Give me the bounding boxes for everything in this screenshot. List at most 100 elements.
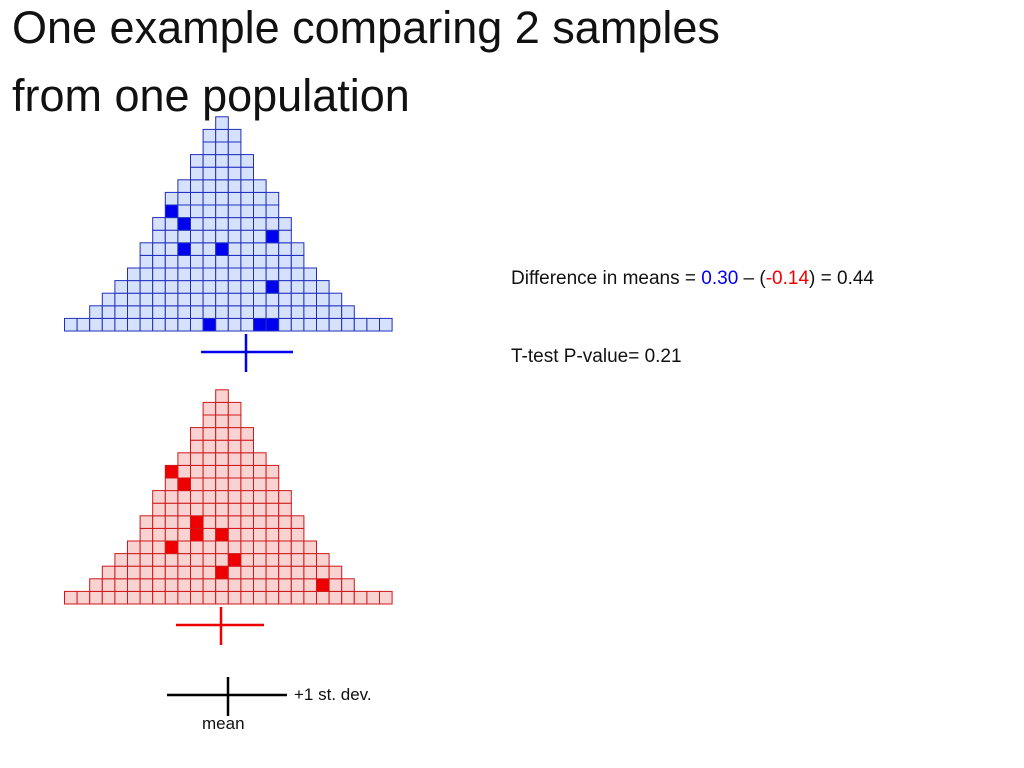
sample-a-population-cell [240,179,254,193]
sample-b-population-cell [240,427,254,441]
sample-a-population-cell [265,292,280,307]
sample-a-population-cell [101,305,116,319]
sample-a-population-cell [290,292,305,307]
sample-b-population-cell [227,490,242,504]
sample-b-population-cell [227,540,242,555]
sample-a-population-cell [316,280,330,294]
sample-a-population-cell [202,141,217,156]
sample-a-population-cell [278,292,292,307]
sample-b-population-cell [202,427,217,441]
sample-a-population-cell [253,267,267,282]
sample-b-population-cell [202,452,217,466]
sample-a-population-cell [240,204,254,219]
sample-a-population-cell [190,166,204,181]
sample-a-population-cell [202,154,217,168]
sample-b-population-cell [240,464,254,479]
sample-b-sample-cell [164,464,179,479]
sample-a-population-cell [202,280,217,294]
sample-a-population-cell [278,242,292,256]
sample-a-population-cell [190,305,204,319]
sample-b-mean-sd-marker [176,607,264,645]
sample-a-population-cell [139,280,154,294]
sample-b-sample-cell [215,527,229,542]
sample-b-population-cell [190,553,204,567]
sample-b-population-cell [240,578,254,592]
sample-a-population-cell [215,292,229,307]
sample-a-population-cell [253,217,267,231]
sample-a-population-cell [316,292,330,307]
sample-a-population-cell [240,242,254,256]
sample-b-population-cell [164,578,179,592]
sample-a-population-cell [139,254,154,269]
sample-a-population-cell [215,204,229,219]
sample-b-population-cell [278,565,292,580]
sample-b-population-cell [177,565,191,580]
sample-b-population-cell [202,565,217,580]
sample-a-population-cell [164,229,179,244]
sample-a-population-cell [202,191,217,206]
sample-a-population-cell [190,292,204,307]
sample-b-population-cell [190,502,204,517]
sample-a-population-cell [265,267,280,282]
sample-b-population-cell [164,553,179,567]
sample-b-population-cell [290,565,305,580]
sample-a-population-cell [240,191,254,206]
sample-a-sample-cell [265,317,280,332]
sample-a-population-cell [164,242,179,256]
sample-b-sample-cell [190,527,204,542]
sample-a-population-cell [215,317,229,332]
sample-b-population-cell [177,490,191,504]
sample-a-population-cell [89,317,103,332]
sample-b-population-cell [227,590,242,605]
sample-b-population-cell [202,401,217,416]
sample-b-population-cell [139,578,154,592]
sample-b-population-cell [253,515,267,529]
sample-b-population-cell [215,515,229,529]
sample-b-population-cell [253,565,267,580]
sample-b-population-cell [152,540,166,555]
sample-a-population-cell [253,292,267,307]
sample-b-population-cell [202,578,217,592]
legend-mean-sd-marker [167,677,287,716]
sample-a-population-cell [190,254,204,269]
sample-a-population-cell [152,280,166,294]
sample-a-population-cell [215,116,229,130]
sample-a-population-cell [177,267,191,282]
sample-a-population-cell [265,191,280,206]
sample-a-sample-cell [177,217,191,231]
sample-a-population-cell [265,254,280,269]
sample-b-population-cell [240,540,254,555]
sample-b-population-cell [278,553,292,567]
sample-b-population-cell [316,590,330,605]
sample-b-population-cell [265,553,280,567]
sample-b-population-cell [152,590,166,605]
sample-b-distribution [64,389,393,605]
sample-b-sample-cell [190,515,204,529]
sample-a-population-cell [278,217,292,231]
sample-b-population-cell [127,553,141,567]
sample-a-sample-cell [215,242,229,256]
diff-prefix: Difference in means = [511,268,702,289]
sample-b-population-cell [215,477,229,492]
sample-b-population-cell [303,553,317,567]
sample-a-population-cell [240,229,254,244]
sample-a-population-cell [215,305,229,319]
sample-a-population-cell [240,254,254,269]
sample-b-population-cell [278,490,292,504]
sample-b-population-cell [114,553,129,567]
sample-a-population-cell [202,128,217,143]
sample-a-population-cell [114,292,129,307]
sample-b-population-cell [240,502,254,517]
sample-b-population-cell [227,527,242,542]
sample-a-population-cell [190,267,204,282]
sample-b-population-cell [278,590,292,605]
sample-a-population-cell [202,242,217,256]
sample-b-population-cell [253,553,267,567]
sample-b-population-cell [202,414,217,429]
sample-a-population-cell [227,166,242,181]
sample-a-population-cell [253,191,267,206]
sample-a-population-cell [152,254,166,269]
sample-b-population-cell [227,401,242,416]
sample-b-population-cell [177,578,191,592]
sample-a-population-cell [164,267,179,282]
